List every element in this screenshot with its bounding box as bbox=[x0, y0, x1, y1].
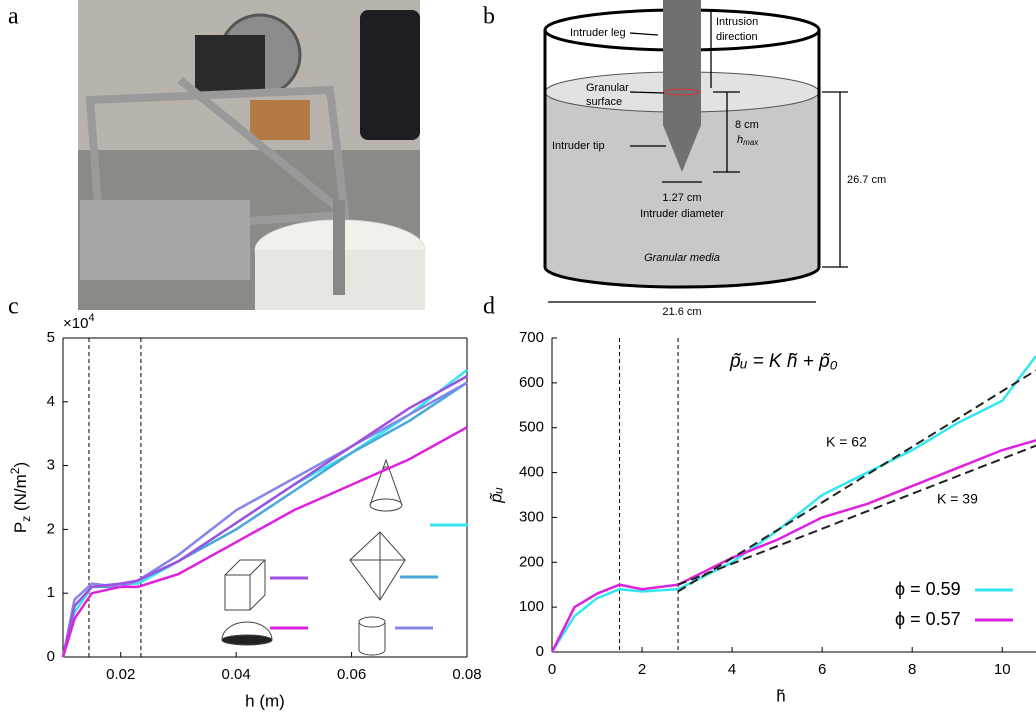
diagram-label: Granular bbox=[586, 82, 629, 94]
data-line bbox=[550, 355, 1036, 653]
diagram-label: Intruder leg bbox=[570, 27, 626, 39]
y-axis-label-part: (N/m bbox=[11, 474, 30, 516]
y-tick-label: 100 bbox=[519, 598, 544, 615]
x-tick-label: 0 bbox=[548, 661, 556, 678]
panel-label: b bbox=[483, 4, 495, 30]
data-line bbox=[61, 381, 468, 658]
panel-label: a bbox=[8, 4, 19, 30]
y-tick-label: 400 bbox=[519, 464, 544, 481]
diagram-label: surface bbox=[586, 96, 622, 108]
y-tick-label: 2 bbox=[47, 520, 55, 537]
y-tick-label: 600 bbox=[519, 374, 544, 391]
data-line bbox=[61, 375, 468, 658]
x-tick-label: 0.04 bbox=[222, 666, 251, 683]
diagram-label: Intruder tip bbox=[552, 140, 605, 152]
diagram-label: 1.27 cm bbox=[662, 192, 701, 204]
photo bbox=[78, 0, 426, 310]
diagram-label: direction bbox=[716, 31, 758, 43]
equation: p̃ᵤ = K h̃ + p̃₀ bbox=[729, 351, 838, 372]
y-axis-label: p̃ᵤ bbox=[486, 487, 505, 503]
axis-multiplier-part: ×10 bbox=[63, 315, 88, 332]
x-tick-label: 0.02 bbox=[106, 666, 135, 683]
axis-multiplier-part: 4 bbox=[88, 312, 94, 324]
x-tick-label: 10 bbox=[994, 661, 1011, 678]
y-tick-label: 4 bbox=[47, 393, 55, 410]
fit-line bbox=[677, 444, 1036, 586]
diagram-label: h bbox=[737, 134, 743, 146]
legend-label: ϕ = 0.59 bbox=[895, 579, 961, 599]
cylinder-diagram: Intruder leg Intrusion direction Granula… bbox=[543, 0, 886, 318]
fit-label: K = 62 bbox=[826, 434, 867, 450]
x-tick-label: 2 bbox=[638, 661, 646, 678]
panel-label: d bbox=[483, 294, 495, 320]
y-tick-label: 500 bbox=[519, 419, 544, 436]
fit-line bbox=[677, 369, 1036, 593]
y-tick-label: 5 bbox=[47, 329, 55, 346]
y-axis-label-part: ) bbox=[11, 462, 30, 468]
data-line bbox=[550, 439, 1036, 653]
diagram-label: Intrusion bbox=[716, 16, 758, 28]
diagram-label: hmax bbox=[737, 134, 759, 147]
diagram-label: 26.7 cm bbox=[847, 174, 886, 186]
x-tick-label: 8 bbox=[908, 661, 916, 678]
data-line bbox=[61, 426, 468, 658]
fit-label: K = 39 bbox=[937, 491, 978, 507]
panel-label: c bbox=[8, 294, 19, 320]
diagram-label: Granular media bbox=[644, 252, 720, 264]
diagram-label: max bbox=[743, 138, 759, 147]
diagram-label: Intruder diameter bbox=[640, 208, 724, 220]
x-tick-label: 6 bbox=[818, 661, 826, 678]
y-tick-label: 3 bbox=[47, 457, 55, 474]
x-tick-label: 4 bbox=[728, 661, 736, 678]
y-tick-label: 0 bbox=[536, 643, 544, 660]
x-tick-label: 0.08 bbox=[452, 666, 481, 683]
x-axis-label: h̃ bbox=[776, 686, 785, 705]
axis-multiplier: ×104 bbox=[63, 312, 95, 332]
y-tick-label: 200 bbox=[519, 553, 544, 570]
legend-label: ϕ = 0.57 bbox=[895, 609, 961, 629]
data-line bbox=[61, 381, 468, 658]
y-axis-label-part: z bbox=[19, 516, 33, 522]
y-axis-label: Pz (N/m2) bbox=[8, 462, 33, 533]
data-line bbox=[61, 368, 468, 658]
diagram-label: 21.6 cm bbox=[662, 306, 701, 318]
y-tick-label: 0 bbox=[47, 648, 55, 665]
legend-icons bbox=[221, 458, 406, 656]
y-axis-label-part: 2 bbox=[8, 467, 22, 474]
x-tick-label: 0.06 bbox=[337, 666, 366, 683]
y-axis-label-part: P bbox=[11, 522, 30, 533]
y-tick-label: 300 bbox=[519, 508, 544, 525]
y-tick-label: 1 bbox=[47, 584, 55, 601]
y-tick-label: 700 bbox=[519, 329, 544, 346]
diagram-label: 8 cm bbox=[735, 119, 759, 131]
x-axis-label: h (m) bbox=[245, 691, 285, 710]
